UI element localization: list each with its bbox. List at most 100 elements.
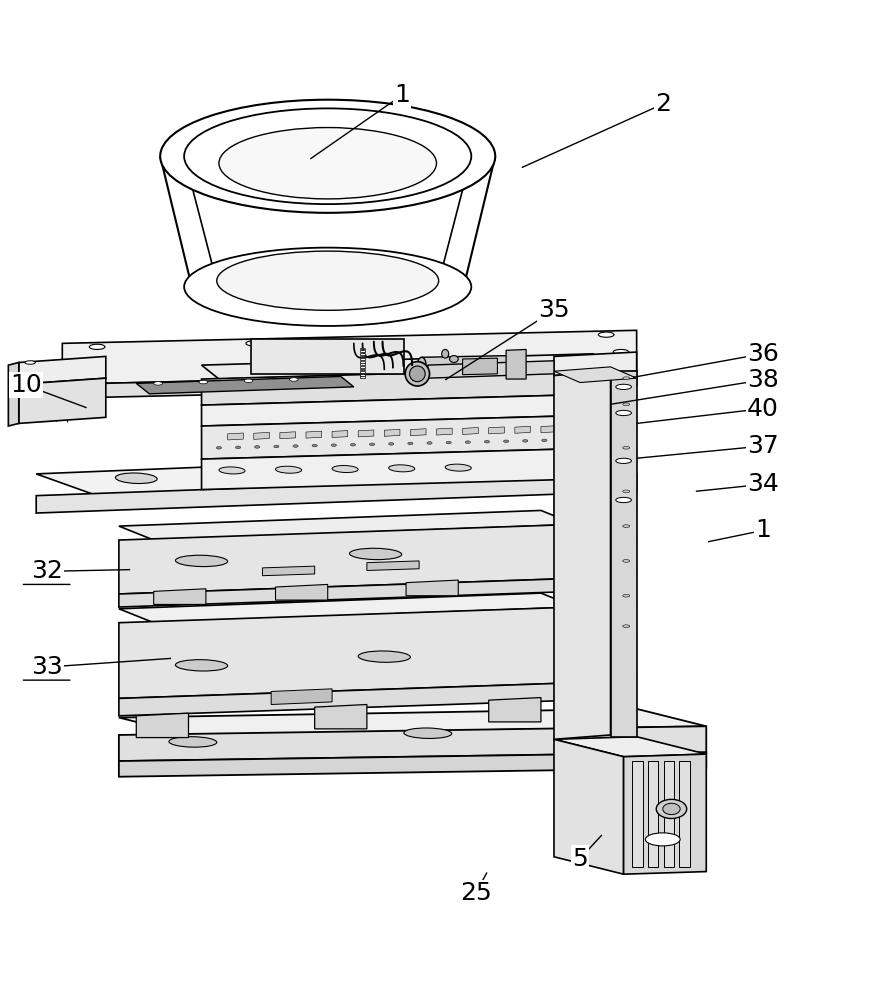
Ellipse shape (615, 497, 631, 503)
Ellipse shape (25, 361, 35, 364)
Ellipse shape (446, 441, 451, 444)
Ellipse shape (580, 438, 585, 441)
Polygon shape (360, 361, 365, 363)
Polygon shape (119, 578, 575, 607)
Ellipse shape (184, 248, 471, 326)
Polygon shape (422, 356, 513, 375)
Ellipse shape (622, 625, 629, 627)
Ellipse shape (450, 356, 458, 363)
Ellipse shape (578, 724, 626, 734)
Polygon shape (251, 339, 404, 374)
Polygon shape (358, 430, 374, 437)
Ellipse shape (349, 548, 402, 560)
Ellipse shape (508, 356, 519, 375)
Ellipse shape (25, 378, 35, 382)
Ellipse shape (442, 349, 449, 358)
Ellipse shape (184, 108, 471, 204)
Ellipse shape (244, 379, 253, 383)
Text: 1: 1 (755, 518, 771, 542)
Polygon shape (406, 580, 458, 596)
Ellipse shape (523, 440, 528, 442)
Polygon shape (280, 432, 296, 439)
Ellipse shape (358, 651, 410, 662)
Polygon shape (436, 428, 452, 435)
Text: 10: 10 (10, 373, 42, 397)
Ellipse shape (417, 357, 426, 373)
Text: 35: 35 (538, 298, 570, 322)
Polygon shape (228, 433, 244, 440)
Ellipse shape (615, 384, 631, 389)
Polygon shape (428, 361, 554, 378)
Polygon shape (119, 683, 575, 716)
Ellipse shape (663, 803, 680, 815)
Polygon shape (554, 367, 636, 383)
Polygon shape (463, 428, 478, 434)
Ellipse shape (388, 443, 394, 445)
Ellipse shape (615, 458, 631, 463)
Polygon shape (489, 698, 541, 722)
Polygon shape (506, 349, 526, 379)
Polygon shape (202, 394, 610, 426)
Polygon shape (554, 737, 706, 757)
Ellipse shape (542, 439, 547, 442)
Ellipse shape (504, 440, 509, 443)
Polygon shape (360, 348, 365, 349)
Polygon shape (202, 415, 610, 459)
Polygon shape (119, 607, 575, 698)
Ellipse shape (427, 442, 432, 444)
Ellipse shape (89, 344, 105, 349)
Polygon shape (463, 358, 498, 375)
Polygon shape (119, 752, 706, 777)
Polygon shape (276, 584, 327, 600)
Ellipse shape (369, 443, 375, 446)
Polygon shape (263, 566, 314, 576)
Ellipse shape (154, 382, 162, 385)
Polygon shape (202, 368, 610, 405)
Polygon shape (332, 431, 347, 438)
Polygon shape (360, 366, 365, 368)
Ellipse shape (465, 441, 471, 443)
Ellipse shape (219, 128, 436, 199)
Polygon shape (136, 376, 354, 394)
Polygon shape (36, 452, 636, 496)
Ellipse shape (350, 443, 355, 446)
Polygon shape (610, 371, 636, 737)
Polygon shape (648, 761, 658, 867)
Polygon shape (306, 431, 321, 438)
Ellipse shape (405, 362, 430, 386)
Polygon shape (360, 369, 365, 370)
Polygon shape (679, 761, 690, 867)
Ellipse shape (251, 467, 292, 477)
Ellipse shape (290, 378, 299, 381)
Text: 38: 38 (747, 368, 779, 392)
Ellipse shape (332, 466, 358, 473)
Ellipse shape (217, 446, 222, 449)
Ellipse shape (407, 460, 449, 470)
Polygon shape (360, 374, 365, 376)
Ellipse shape (613, 349, 629, 355)
Ellipse shape (175, 660, 228, 671)
Ellipse shape (199, 380, 208, 384)
Ellipse shape (622, 560, 629, 562)
Text: 2: 2 (655, 92, 670, 116)
Ellipse shape (404, 728, 451, 738)
Ellipse shape (622, 594, 629, 597)
Polygon shape (360, 358, 365, 360)
Ellipse shape (255, 446, 260, 448)
Ellipse shape (445, 464, 471, 471)
Text: 33: 33 (31, 655, 63, 679)
Ellipse shape (561, 439, 567, 441)
Ellipse shape (622, 403, 629, 406)
Ellipse shape (293, 445, 299, 447)
Polygon shape (567, 425, 582, 432)
Polygon shape (489, 427, 505, 434)
Polygon shape (384, 429, 400, 436)
Polygon shape (154, 589, 206, 604)
Text: 34: 34 (747, 472, 779, 496)
Polygon shape (202, 354, 610, 379)
Polygon shape (119, 510, 575, 540)
Ellipse shape (598, 332, 614, 337)
Text: 40: 40 (747, 397, 779, 421)
Polygon shape (62, 371, 636, 398)
Ellipse shape (115, 473, 157, 484)
